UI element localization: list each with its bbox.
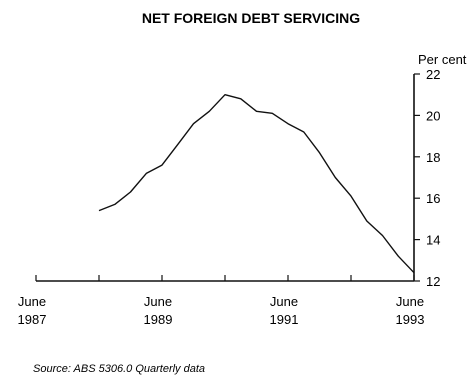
y-tick-label: 22	[426, 67, 440, 82]
x-tick-label-year: 1991	[270, 312, 299, 327]
chart-title: NET FOREIGN DEBT SERVICING	[142, 10, 360, 26]
x-tick-label-month: June	[18, 294, 46, 309]
x-tick-label-year: 1987	[18, 312, 47, 327]
x-tick-label-month: June	[396, 294, 424, 309]
x-tick-label-year: 1989	[144, 312, 173, 327]
y-tick-label: 16	[426, 191, 440, 206]
y-tick-label: 14	[426, 233, 440, 248]
y-tick-label: 12	[426, 274, 440, 289]
series-group	[98, 93, 415, 274]
x-tick-label-month: June	[144, 294, 172, 309]
y-axis-unit-label: Per cent	[418, 52, 467, 67]
source-note: Source: ABS 5306.0 Quarterly data	[33, 363, 205, 375]
x-tick-label-month: June	[270, 294, 298, 309]
y-tick-label: 20	[426, 108, 440, 123]
y-tick-label: 18	[426, 150, 440, 165]
series-line	[98, 93, 415, 274]
axes: June 1987 June 1989 June 1991 June 1993 12 14 16 18…	[18, 67, 441, 327]
x-tick-label-year: 1993	[396, 312, 425, 327]
